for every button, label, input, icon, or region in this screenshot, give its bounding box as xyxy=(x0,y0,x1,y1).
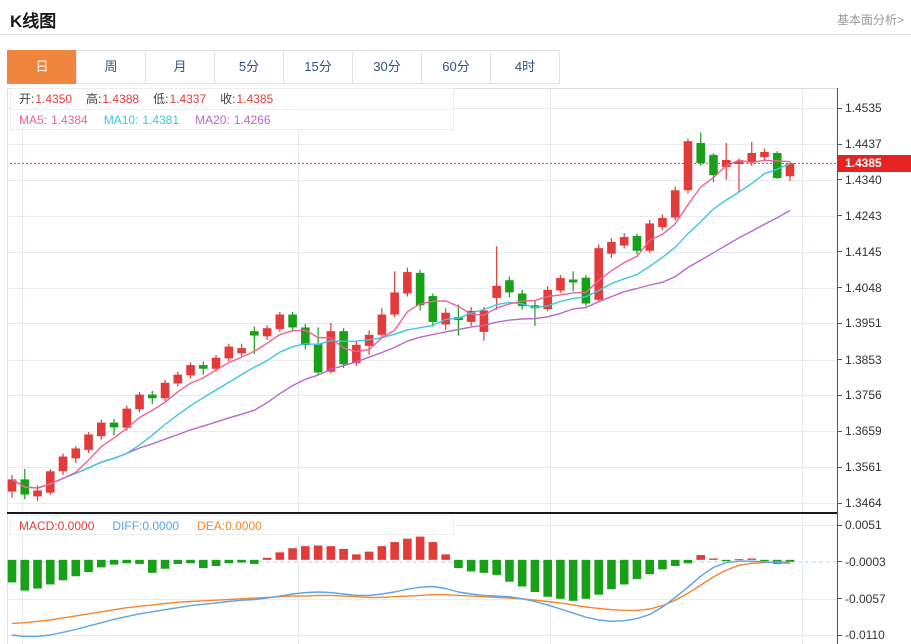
ohlc-label: 开: xyxy=(19,92,35,106)
axis-tick xyxy=(837,287,842,289)
axis-tick xyxy=(837,215,842,217)
ma-label: MA5: xyxy=(19,113,48,127)
ohlc-label: 高: xyxy=(86,92,102,106)
tab-日[interactable]: 日 xyxy=(7,50,77,84)
ohlc-label: 低: xyxy=(153,92,169,106)
axis-label: 1.4145 xyxy=(845,244,882,259)
ma-value: 1.4266 xyxy=(233,113,271,127)
ohlc-label: 收: xyxy=(220,92,236,106)
tab-bar: 日周月 5分 15分 30分 60分 4时 xyxy=(7,50,560,84)
axis-tick xyxy=(837,322,842,324)
fundamental-analysis-link[interactable]: 基本面分析> xyxy=(836,13,904,27)
tab-4时[interactable]: 4时 xyxy=(490,50,560,84)
axis-label: 0.0051 xyxy=(845,518,882,532)
axis-tick xyxy=(837,143,842,145)
ohlc-value: 1.4388 xyxy=(102,92,140,106)
main-chart-canvas[interactable] xyxy=(0,88,837,512)
ohlc-row: 开:1.4350 高:1.4388 低:1.4337 收:1.4385 xyxy=(11,89,453,110)
axis-tick xyxy=(837,430,842,432)
right-axis: 1.4535 1.4437 1.4340 1.4243 1.4145 1.4048 1.39… xyxy=(837,0,911,644)
axis-label: 1.3951 xyxy=(845,316,882,331)
axis-label: 1.4535 xyxy=(845,101,882,115)
axis-label: 1.3464 xyxy=(845,496,882,510)
axis-label: 1.4437 xyxy=(845,137,882,152)
axis-label: 1.3756 xyxy=(845,388,882,403)
tab-60分[interactable]: 60分 xyxy=(421,50,491,84)
macd-legend: MACD:0.0000 DIFF:0.0000 DEA:0.0000 xyxy=(10,515,454,535)
axis-tick xyxy=(837,634,842,636)
ma-row: MA5: 1.4384 MA10: 1.4381 MA20: 1.4266 xyxy=(11,110,453,130)
axis-label: 1.4340 xyxy=(845,172,882,187)
ma-value: 1.4381 xyxy=(142,113,180,127)
axis-tick xyxy=(837,394,842,396)
ohlc-legend: 开:1.4350 高:1.4388 低:1.4337 收:1.4385 MA5: 1.4… xyxy=(10,88,454,130)
ohlc-value: 1.4337 xyxy=(169,92,207,106)
ma-label: MA10: xyxy=(103,113,139,127)
tab-15分[interactable]: 15分 xyxy=(283,50,353,84)
axis-label: 1.4048 xyxy=(845,280,882,295)
ma-label: MA20: xyxy=(195,113,230,127)
axis-tick xyxy=(837,524,842,526)
axis-tick xyxy=(837,251,842,253)
axis-tick xyxy=(837,598,842,600)
axis-tick xyxy=(837,466,842,468)
axis-tick xyxy=(837,502,842,504)
axis-tick xyxy=(837,179,842,181)
header-divider xyxy=(0,34,911,35)
macd-legend-item: DEA:0.0000 xyxy=(197,519,262,533)
axis-label: 1.3561 xyxy=(845,460,882,475)
tab-周[interactable]: 周 xyxy=(76,50,146,84)
axis-label: -0.0003 xyxy=(845,554,886,569)
axis-label: -0.0110 xyxy=(845,628,885,642)
axis-label: 1.3853 xyxy=(845,352,882,367)
current-price-tag: 1.4385 xyxy=(838,155,911,172)
ohlc-value: 1.4385 xyxy=(236,92,274,106)
tab-5分[interactable]: 5分 xyxy=(214,50,284,84)
page-title: K线图 xyxy=(10,12,57,31)
tab-月[interactable]: 月 xyxy=(145,50,215,84)
axis-label: -0.0057 xyxy=(845,591,886,606)
y-axis-line xyxy=(837,88,838,644)
axis-tick xyxy=(837,359,842,361)
axis-tick xyxy=(837,561,842,563)
axis-label: 1.4243 xyxy=(845,208,882,223)
tab-30分[interactable]: 30分 xyxy=(352,50,422,84)
macd-legend-item: MACD:0.0000 xyxy=(19,519,95,533)
axis-tick xyxy=(837,107,842,109)
ohlc-value: 1.4350 xyxy=(35,92,73,106)
ma-value: 1.4384 xyxy=(51,113,88,127)
axis-label: 1.3659 xyxy=(845,424,882,439)
macd-legend-item: DIFF:0.0000 xyxy=(112,519,180,533)
